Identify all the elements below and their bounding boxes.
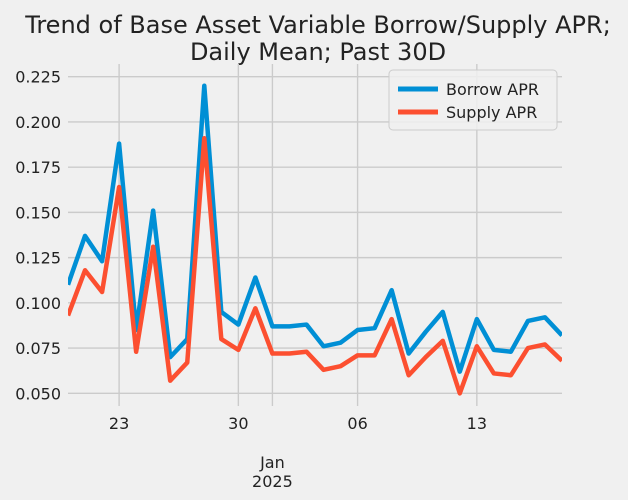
series-line-borrow-apr <box>68 83 562 374</box>
x-tick-label: 13 <box>467 414 487 433</box>
legend-box <box>388 69 558 131</box>
x-tick-label: 30 <box>228 414 248 433</box>
series-line-supply-apr <box>68 135 562 396</box>
y-tick-label: 0.225 <box>15 68 61 87</box>
x-major-tick-label: 2025 <box>252 472 293 491</box>
y-tick-label: 0.175 <box>15 158 61 177</box>
chart-title-line-2: Daily Mean; Past 30D <box>190 38 446 66</box>
plot-series <box>68 83 562 396</box>
y-tick-label: 0.100 <box>15 294 61 313</box>
y-axis-ticks: 0.050 0.075 0.100 0.125 0.150 0.175 0.200 0.225 <box>15 68 61 404</box>
x-major-tick-label: Jan <box>259 453 285 472</box>
y-tick-label: 0.200 <box>15 113 61 132</box>
legend-label-supply-apr: Supply APR <box>446 103 537 122</box>
y-tick-label: 0.150 <box>15 203 61 222</box>
x-tick-label: 06 <box>347 414 367 433</box>
x-tick-label: 23 <box>109 414 129 433</box>
y-tick-label: 0.050 <box>15 384 61 403</box>
chart-title-line-1: Trend of Base Asset Variable Borrow/Supp… <box>24 11 611 39</box>
legend-label-borrow-apr: Borrow APR <box>446 80 539 99</box>
legend: Borrow APR Supply APR <box>388 69 558 131</box>
y-tick-label: 0.125 <box>15 249 61 268</box>
y-tick-label: 0.075 <box>15 339 61 358</box>
